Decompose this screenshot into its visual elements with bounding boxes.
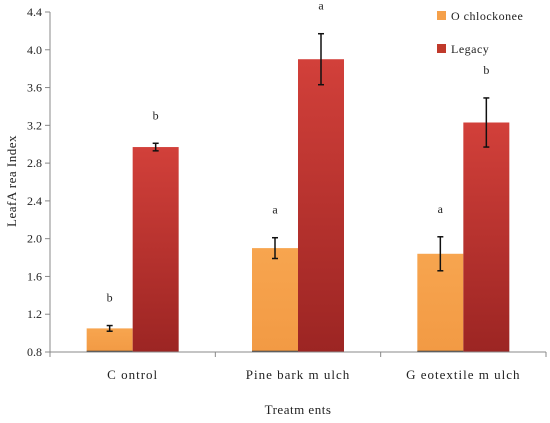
significance-letter: a (318, 0, 324, 13)
legend-swatch (437, 44, 446, 53)
x-axis-title: Treatm ents (265, 402, 332, 417)
significance-letter: a (272, 203, 278, 217)
y-tick-label: 1.2 (27, 307, 42, 321)
y-tick-label: 1.6 (27, 269, 42, 283)
significance-letter: b (153, 108, 159, 122)
y-tick-label: 4.0 (27, 43, 42, 57)
y-axis-title: LeafA rea Index (4, 135, 19, 227)
bar-legacy-1 (298, 59, 344, 352)
y-tick-label: 2.8 (27, 156, 42, 170)
legend-label: Legacy (451, 42, 489, 56)
y-tick-label: 0.8 (27, 345, 42, 359)
legend-swatch (437, 11, 446, 20)
x-category-label: G eotextile m ulch (406, 367, 520, 382)
legend: O chlockonee Legacy (437, 9, 523, 56)
y-tick-label: 2.0 (27, 232, 42, 246)
y-tick-label: 3.6 (27, 81, 42, 95)
x-category-label: C ontrol (107, 367, 158, 382)
y-tick-label: 3.2 (27, 118, 42, 132)
x-category-label: Pine bark m ulch (246, 367, 350, 382)
bar-legacy-2 (463, 122, 510, 352)
bar-legacy-0 (132, 147, 179, 352)
significance-letter: a (438, 202, 444, 216)
significance-letter: b (483, 63, 489, 77)
plot-area: b b a a a b (86, 0, 510, 353)
bar-ochlockonee-1 (252, 248, 298, 352)
significance-letter: b (107, 291, 113, 305)
legend-label: O chlockonee (451, 9, 523, 23)
y-tick-label: 2.4 (27, 194, 42, 208)
axes: 0.8 1.2 1.6 2.0 2.4 2.8 3.2 3.6 4.0 4.4 C ontrol Pi… (27, 5, 547, 382)
bar-ochlockonee-0 (86, 328, 133, 352)
y-tick-label: 4.4 (27, 5, 42, 19)
